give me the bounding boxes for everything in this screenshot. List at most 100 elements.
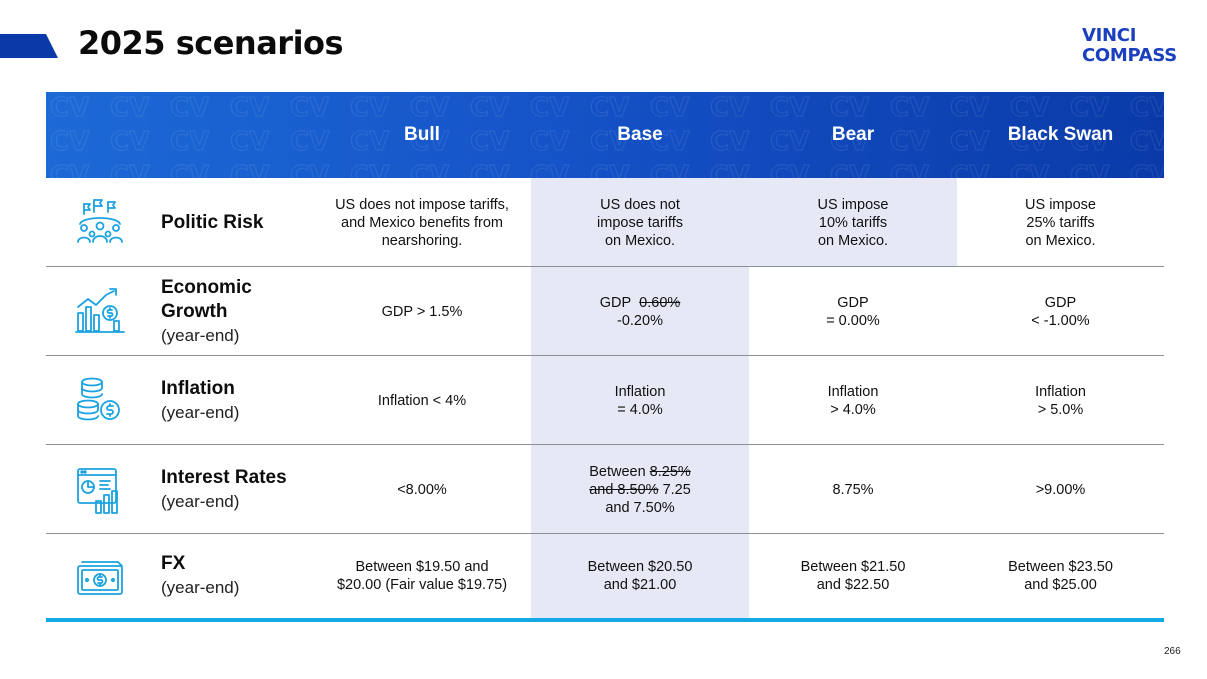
cell-economic-growth-base: GDP 0.60% -0.20% (531, 267, 749, 356)
cell-economic-growth-bear: GDP = 0.00% (749, 267, 957, 356)
cell-line: Between $23.50 (1008, 559, 1113, 575)
cell-fx-base: Between $20.50 and $21.00 (531, 534, 749, 618)
coin-stack-icon (77, 377, 120, 421)
cell-text: Inflation < 4% (377, 392, 467, 409)
cell-line: = 0.00% (826, 312, 880, 329)
cell-line: on Mexico. (817, 232, 889, 249)
cell-prefix: Between (589, 463, 646, 480)
cell-line: 25% tariffs (1026, 214, 1095, 231)
cell-text: GDP > 1.5% (381, 303, 463, 320)
cell-economic-growth-black-swan: GDP < -1.00% (957, 267, 1164, 356)
cell-line: -0.20% (617, 312, 663, 329)
crowd-flags-icon (77, 199, 123, 243)
base-column-shade (531, 178, 749, 618)
cell-line: Inflation (827, 383, 879, 400)
cell-fx-bear: Between $21.50 and $22.50 (749, 534, 957, 618)
table-row-fx: FX (year-end) Between $19.50 and $20.00 … (46, 534, 1164, 618)
cell-fx-bull: Between $19.50 and $20.00 (Fair value $1… (313, 534, 531, 618)
table-row-economic-growth: Economic Growth (year-end) GDP > 1.5% GD… (46, 267, 1164, 356)
logo-line-2: COMPASS (1082, 45, 1177, 66)
page-number: 266 (1164, 646, 1181, 657)
cell-line: Between $20.50 (587, 559, 693, 575)
cell-inflation-black-swan: Inflation > 5.0% (957, 356, 1164, 445)
cell-line: GDP (1044, 294, 1077, 311)
row-label-sub: (year-end) (161, 325, 240, 345)
cell-line: US impose (817, 196, 889, 213)
cell-politic-risk-bear: US impose 10% tariffs on Mexico. (749, 178, 957, 267)
cell-line: and $25.00 (1024, 577, 1097, 593)
scenarios-table: CV Bull Base Bear Black Swan Politic Ris… (46, 92, 1164, 622)
cell-line: GDP 0.60% (600, 294, 681, 312)
vinci-compass-logo: VINCI COMPASS (1082, 26, 1192, 66)
page-title: 2025 scenarios (78, 24, 344, 62)
cell-politic-risk-bull: US does not impose tariffs, and Mexico b… (313, 178, 531, 267)
table-bottom-rule (46, 618, 1164, 622)
row-divider (46, 444, 1164, 445)
cell-line: US does not (600, 196, 680, 213)
cell-line: and $22.50 (816, 577, 890, 593)
cell-line: Inflation (614, 383, 666, 400)
cell-line: Between $19.50 and (355, 559, 489, 575)
growth-chart-icon (75, 288, 125, 333)
cell-line: and 8.50% 7.25 (589, 481, 691, 499)
cell-prefix: GDP (599, 294, 632, 311)
cell-line: and 7.50% (605, 499, 675, 516)
column-header-bull: Bull (404, 124, 440, 145)
table-row-politic-risk: Politic Risk US does not impose tariffs,… (46, 178, 1164, 267)
cell-line: and $21.00 (603, 577, 677, 593)
cell-line: 10% tariffs (818, 214, 888, 231)
logo-line-1: VINCI (1082, 25, 1137, 46)
cell-line: Between $21.50 (800, 559, 906, 575)
row-label-inflation: Inflation (year-end) (161, 356, 301, 445)
cell-inflation-bear: Inflation > 4.0% (749, 356, 957, 445)
row-label-main: Interest Rates (161, 466, 287, 488)
banknote-icon (77, 561, 123, 595)
row-label-main: Politic Risk (161, 211, 264, 233)
column-header-bear: Bear (831, 124, 875, 145)
row-label-fx: FX (year-end) (161, 534, 301, 618)
row-label-main: Economic Growth (161, 276, 252, 322)
column-header-black-swan: Black Swan (1007, 124, 1114, 145)
row-label-sub: (year-end) (161, 578, 240, 597)
column-header-base: Base (617, 124, 663, 145)
row-label-politic-risk: Politic Risk (161, 178, 301, 267)
title-accent-bar (0, 34, 58, 58)
cell-value: 7.25 (662, 481, 691, 498)
cell-line: $20.00 (Fair value $19.75) (336, 577, 508, 593)
row-label-main: Inflation (161, 377, 235, 399)
cell-line: > 4.0% (830, 401, 876, 418)
row-label-sub: (year-end) (161, 402, 240, 422)
cell-interest-rates-base: Between 8.25% and 8.50% 7.25 and 7.50% (531, 445, 749, 534)
table-row-interest-rates: Interest Rates (year-end) <8.00% Between… (46, 445, 1164, 534)
cell-text: 8.75% (832, 481, 874, 498)
row-divider (46, 355, 1164, 356)
dashboard-report-icon (77, 468, 118, 514)
header-band: CV Bull Base Bear Black Swan (46, 92, 1164, 178)
cell-line: GDP (837, 294, 869, 311)
cell-line: on Mexico. (604, 232, 676, 249)
row-label-interest-rates: Interest Rates (year-end) (161, 445, 301, 534)
cell-text: US does not impose tariffs, and Mexico b… (335, 196, 509, 249)
header-pattern: CV (46, 92, 1164, 178)
table-row-inflation: Inflation (year-end) Inflation < 4% Infl… (46, 356, 1164, 445)
cell-inflation-base: Inflation = 4.0% (531, 356, 749, 445)
cell-line: Between 8.25% (589, 463, 691, 481)
cell-line: impose tariffs (597, 214, 683, 231)
struck-value: and 8.50% (589, 481, 659, 498)
cell-fx-black-swan: Between $23.50 and $25.00 (957, 534, 1164, 618)
cell-economic-growth-bull: GDP > 1.5% (313, 267, 531, 356)
cell-text: <8.00% (397, 481, 447, 498)
cell-line: on Mexico. (1025, 232, 1096, 249)
cell-interest-rates-black-swan: >9.00% (957, 445, 1164, 534)
politic-risk-bear-shade (749, 178, 957, 267)
row-label-economic-growth: Economic Growth (year-end) (161, 267, 301, 356)
cell-interest-rates-bull: <8.00% (313, 445, 531, 534)
struck-value: 8.25% (649, 463, 691, 480)
row-divider (46, 533, 1164, 534)
row-divider (46, 266, 1164, 267)
row-label-sub: (year-end) (161, 491, 240, 511)
cell-line: > 5.0% (1037, 401, 1084, 418)
cell-line: US impose (1025, 196, 1096, 213)
cell-line: Inflation (1035, 383, 1086, 400)
cell-politic-risk-base: US does not impose tariffs on Mexico. (531, 178, 749, 267)
